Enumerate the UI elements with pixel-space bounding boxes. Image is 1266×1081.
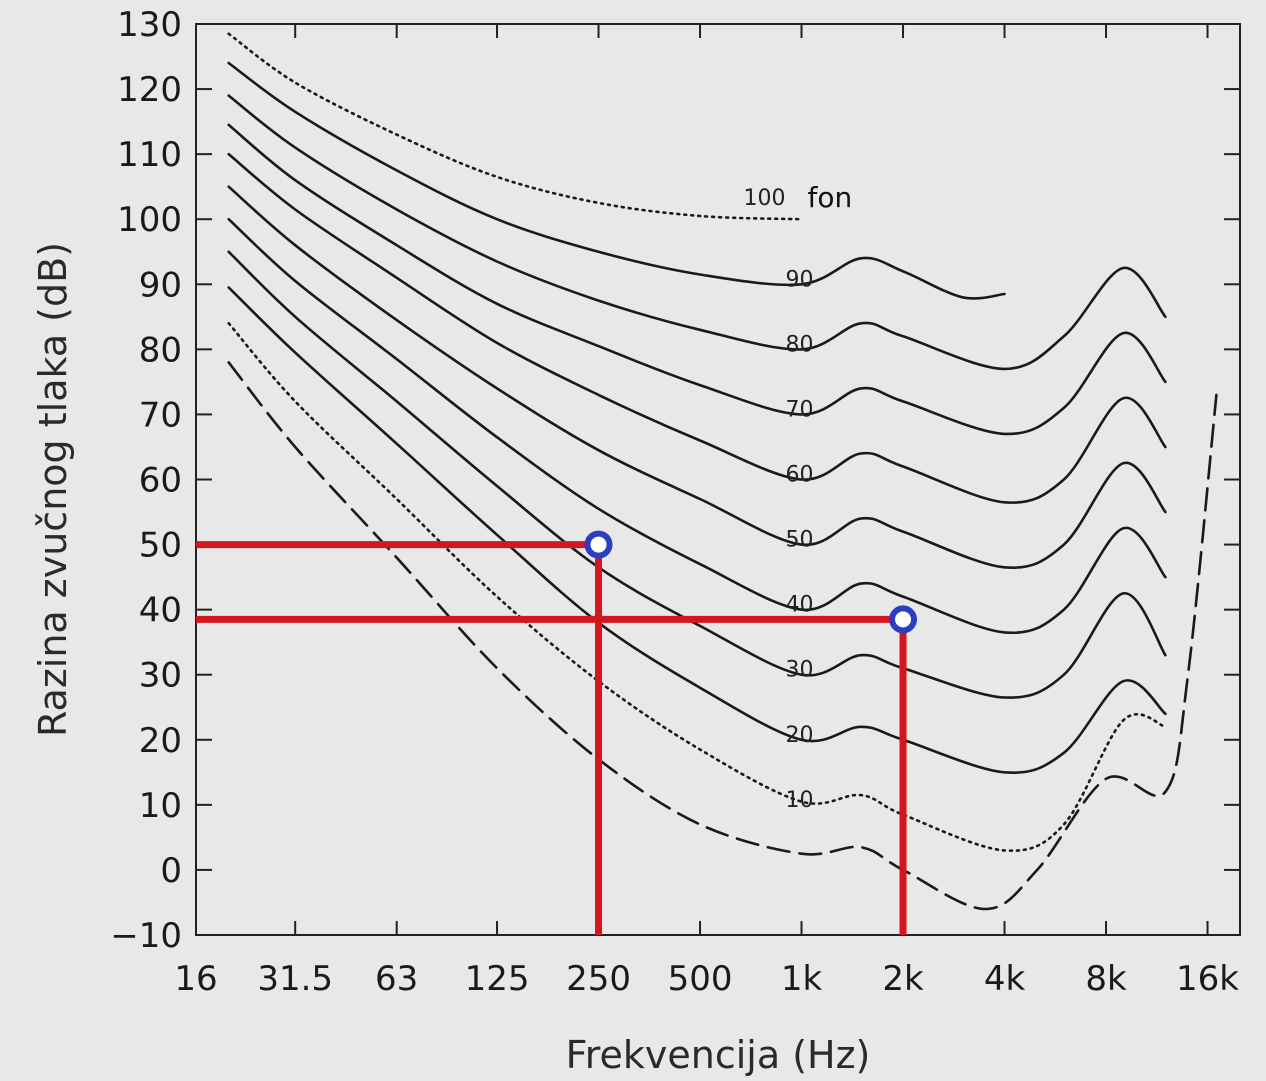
marker-point-1 xyxy=(584,530,613,559)
curve-90-phon xyxy=(227,61,1006,300)
curve-label-70: 70 xyxy=(786,397,814,422)
curve-label-90: 90 xyxy=(786,267,814,292)
y-tick-label: 100 xyxy=(117,200,182,240)
x-tick-label: 1k xyxy=(781,959,823,999)
y-tick-label: 10 xyxy=(139,786,182,826)
x-tick-label: 2k xyxy=(882,959,924,999)
plot-frame xyxy=(195,23,1241,936)
curve-60-phon xyxy=(227,152,1167,504)
x-tick-label: 16 xyxy=(174,959,217,999)
y-tick-label: 40 xyxy=(139,591,182,631)
y-tick-label: −10 xyxy=(110,916,182,956)
curve-label-60: 60 xyxy=(786,463,814,488)
curve-label-30: 30 xyxy=(786,658,814,683)
y-tick-label: 80 xyxy=(139,330,182,370)
markers xyxy=(584,530,918,634)
y-tick-label: 70 xyxy=(139,395,182,435)
curve-10-phon xyxy=(227,322,1167,852)
curve-20-phon xyxy=(227,286,1167,775)
curve-100-phon xyxy=(227,32,803,221)
curve-label-40: 40 xyxy=(786,593,814,618)
curve-40-phon xyxy=(227,217,1167,635)
curve-labels: 100 90 80 70 60 50 40 30 20 10 xyxy=(744,186,814,813)
y-tick-label: 130 xyxy=(117,5,182,45)
curve-label-10: 10 xyxy=(786,788,814,813)
axis-ticks xyxy=(195,23,1240,936)
curve-label-100: 100 xyxy=(744,186,786,211)
guide-lines xyxy=(196,541,907,935)
marker-point-2 xyxy=(889,605,918,634)
unit-label: fon xyxy=(808,181,853,214)
curve-label-20: 20 xyxy=(786,723,814,748)
curve-80-phon xyxy=(227,94,1167,371)
curve-70-phon xyxy=(227,123,1167,436)
x-tick-label: 8k xyxy=(1085,959,1127,999)
y-tick-label: 120 xyxy=(117,70,182,110)
y-tick-label: 50 xyxy=(139,526,182,566)
x-tick-label: 63 xyxy=(375,959,418,999)
x-tick-label: 500 xyxy=(668,959,733,999)
y-axis-title: Razina zvučnog tlaka (dB) xyxy=(31,242,75,737)
curve-label-80: 80 xyxy=(786,332,814,357)
x-tick-label: 16k xyxy=(1176,959,1239,999)
y-tick-label: 30 xyxy=(139,656,182,696)
x-axis-title: Frekvencija (Hz) xyxy=(566,1033,871,1077)
y-tick-label: 0 xyxy=(160,851,182,891)
curve-50-phon xyxy=(227,185,1167,569)
curve-label-50: 50 xyxy=(786,528,814,553)
y-tick-label: 20 xyxy=(139,721,182,761)
x-tick-label: 125 xyxy=(465,959,530,999)
x-tick-label: 250 xyxy=(566,959,631,999)
y-tick-label: 60 xyxy=(139,461,182,501)
curve-30-phon xyxy=(227,250,1167,699)
x-tick-labels: 16 31.5 63 125 250 500 1k 2k 4k 8k 16k xyxy=(174,959,1239,999)
y-tick-label: 110 xyxy=(117,135,182,175)
y-tick-label: 90 xyxy=(139,265,182,305)
loudness-curves xyxy=(227,32,1218,911)
x-tick-label: 31.5 xyxy=(257,959,333,999)
x-tick-label: 4k xyxy=(984,959,1026,999)
curve-threshold-phon xyxy=(227,361,1218,911)
